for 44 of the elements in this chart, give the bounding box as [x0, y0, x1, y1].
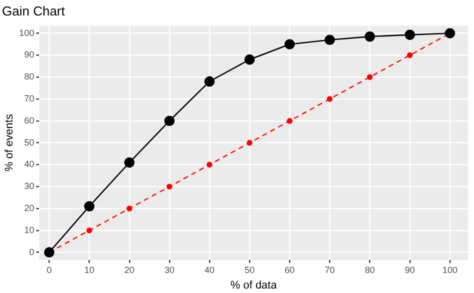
x-tick-label: 50: [244, 264, 255, 275]
y-tick-label: 30: [24, 181, 34, 192]
y-tick-label: 90: [24, 50, 34, 60]
x-tick-label: 10: [84, 264, 94, 275]
y-tick-label: 80: [24, 72, 34, 82]
point: [366, 74, 373, 80]
y-tick-label: 70: [24, 93, 34, 104]
x-tick-label: 20: [124, 264, 134, 275]
point: [324, 34, 335, 45]
point: [84, 201, 94, 212]
y-tick-label: 10: [24, 224, 34, 235]
x-tick-label: 100: [442, 264, 458, 275]
y-axis-title: % of events: [4, 114, 16, 172]
point: [244, 54, 255, 65]
point: [166, 184, 172, 190]
x-tick-label: 70: [324, 264, 335, 275]
point: [406, 52, 413, 58]
y-tick-label: 40: [24, 159, 34, 170]
point: [164, 116, 175, 126]
point: [286, 118, 293, 124]
point: [404, 30, 416, 40]
x-tick-label: 80: [364, 264, 375, 275]
point: [86, 228, 92, 234]
x-tick-label: 0: [46, 264, 52, 275]
point: [284, 39, 295, 50]
point: [124, 157, 135, 168]
point: [126, 206, 132, 212]
x-axis-title: % of data: [230, 279, 278, 292]
point: [204, 76, 215, 87]
x-tick-label: 30: [164, 264, 174, 275]
point: [444, 28, 456, 38]
y-tick-label: 60: [24, 115, 34, 126]
chart-title: Gain Chart: [2, 3, 66, 18]
point: [246, 140, 252, 146]
x-tick-label: 90: [404, 264, 415, 275]
y-tick-label: 50: [24, 137, 34, 148]
point: [206, 162, 212, 168]
x-tick-label: 40: [204, 264, 215, 275]
y-tick-label: 0: [29, 246, 34, 257]
y-tick-label: 20: [24, 203, 34, 214]
point: [326, 96, 333, 102]
point: [364, 31, 375, 42]
x-tick-label: 60: [284, 264, 295, 275]
y-tick-label: 100: [19, 28, 34, 38]
